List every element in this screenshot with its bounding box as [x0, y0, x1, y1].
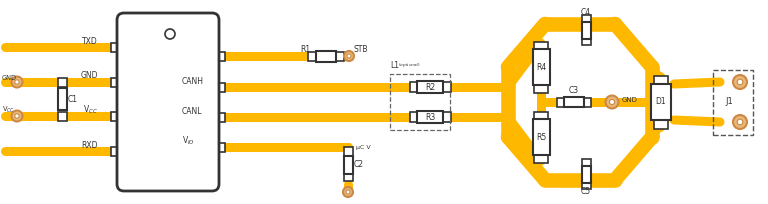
Bar	[417, 111, 443, 123]
Text: J1: J1	[725, 98, 733, 106]
Bar	[534, 83, 548, 92]
Circle shape	[346, 190, 350, 194]
Bar	[409, 112, 419, 122]
Bar	[581, 181, 591, 189]
Text: C4: C4	[581, 8, 591, 17]
Bar	[534, 153, 548, 163]
Bar	[58, 112, 67, 121]
Text: μC V: μC V	[356, 144, 371, 150]
Text: $_{(optional)}$: $_{(optional)}$	[398, 61, 421, 70]
Bar	[532, 49, 549, 85]
Text: RXD: RXD	[81, 141, 98, 150]
Circle shape	[609, 99, 614, 105]
Text: CANH: CANH	[182, 76, 204, 85]
Text: R4: R4	[536, 62, 546, 71]
Bar	[654, 75, 668, 84]
Text: C1: C1	[68, 94, 78, 103]
Text: CANL: CANL	[182, 106, 203, 115]
Circle shape	[737, 119, 743, 125]
Circle shape	[343, 187, 353, 197]
Text: C3: C3	[569, 86, 579, 95]
Text: D1: D1	[656, 98, 667, 106]
Text: L1: L1	[390, 61, 399, 70]
Bar	[343, 172, 353, 181]
Text: R2: R2	[425, 82, 435, 92]
Circle shape	[12, 76, 22, 88]
Bar	[211, 51, 225, 61]
Text: R5: R5	[536, 133, 546, 142]
Circle shape	[344, 51, 354, 61]
Circle shape	[2, 44, 8, 50]
Circle shape	[2, 79, 8, 85]
Bar	[581, 15, 591, 23]
Bar	[390, 74, 450, 130]
Text: V$_{CC}$: V$_{CC}$	[83, 104, 98, 116]
Text: STB: STB	[353, 45, 368, 54]
Text: C2: C2	[354, 160, 364, 169]
Bar	[308, 51, 318, 61]
Bar	[211, 143, 225, 152]
Circle shape	[165, 29, 175, 39]
Bar	[713, 70, 753, 134]
Bar	[111, 112, 125, 121]
Text: R3: R3	[425, 112, 435, 122]
Bar	[409, 82, 419, 92]
Bar	[581, 165, 591, 183]
Circle shape	[347, 54, 351, 58]
Circle shape	[2, 148, 8, 154]
Text: V$_{CC}$: V$_{CC}$	[2, 105, 15, 115]
Text: C5: C5	[581, 187, 591, 196]
Bar	[58, 78, 67, 86]
Bar	[334, 51, 344, 61]
FancyBboxPatch shape	[117, 13, 219, 191]
Bar	[111, 146, 125, 155]
Bar	[534, 41, 548, 51]
Bar	[211, 112, 225, 122]
Bar	[343, 146, 353, 155]
Circle shape	[12, 111, 22, 122]
Bar	[111, 42, 125, 51]
Bar	[111, 78, 125, 86]
Bar	[581, 159, 591, 167]
Circle shape	[733, 115, 747, 129]
Bar	[211, 82, 225, 92]
Circle shape	[605, 95, 618, 109]
Bar	[534, 112, 548, 121]
Bar	[58, 88, 67, 110]
Bar	[417, 81, 443, 93]
Bar	[316, 51, 336, 61]
Circle shape	[2, 113, 8, 119]
Bar	[654, 120, 668, 129]
Circle shape	[15, 114, 19, 118]
Text: R1: R1	[300, 45, 310, 54]
Bar	[581, 37, 591, 45]
Text: V$_{IO}$: V$_{IO}$	[182, 135, 195, 147]
Bar	[583, 98, 591, 106]
Bar	[442, 82, 451, 92]
Text: GND: GND	[622, 97, 638, 103]
Bar	[442, 112, 451, 122]
Bar	[564, 97, 584, 107]
Bar	[532, 119, 549, 155]
Text: GND: GND	[81, 71, 98, 81]
Bar	[581, 21, 591, 39]
Text: GND: GND	[2, 75, 17, 81]
Bar	[343, 155, 353, 173]
Circle shape	[15, 80, 19, 84]
Bar	[557, 98, 565, 106]
Text: TXD: TXD	[82, 37, 98, 45]
Bar	[651, 84, 671, 120]
Circle shape	[733, 75, 747, 89]
Circle shape	[737, 79, 743, 85]
